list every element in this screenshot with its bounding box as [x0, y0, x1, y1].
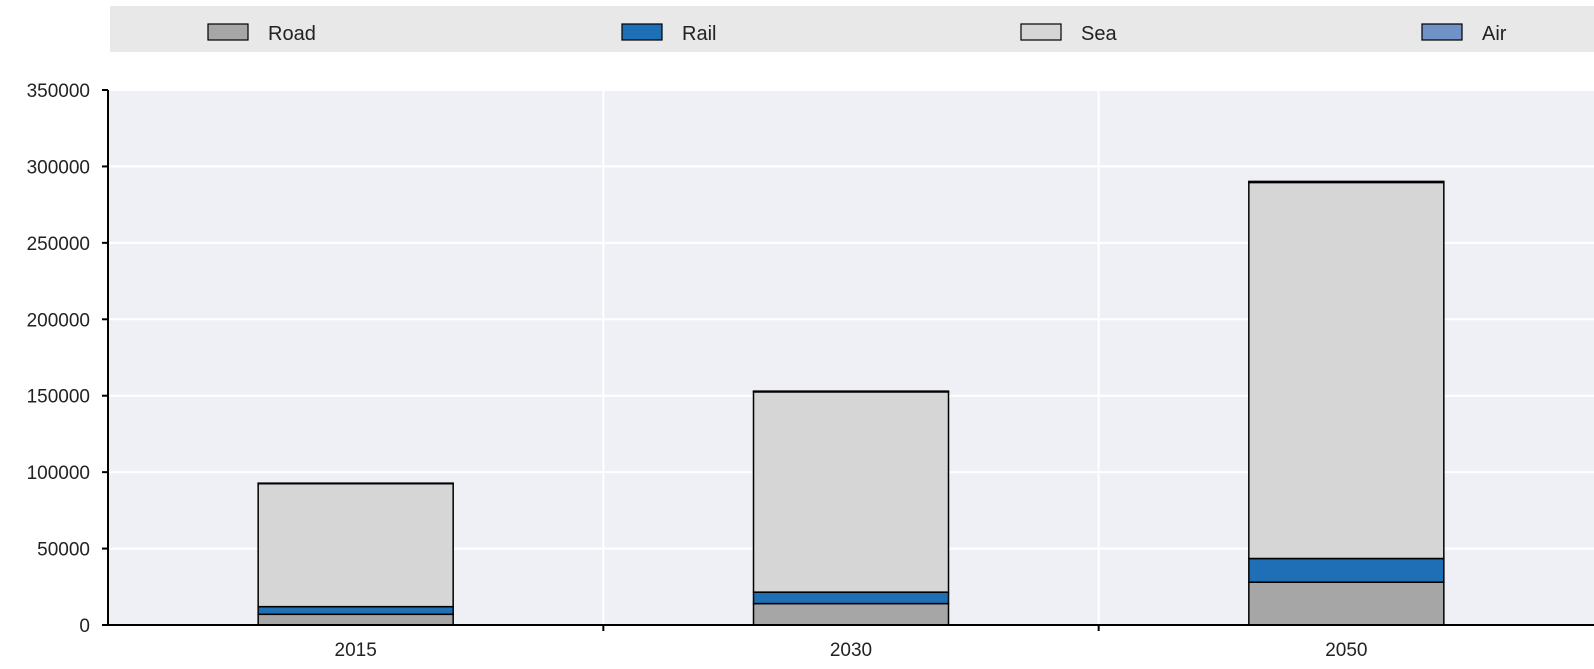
legend-swatch-road [207, 23, 249, 41]
legend-label-road: Road [268, 23, 316, 45]
y-tick-label: 0 [79, 616, 90, 637]
x-axis-ticks: 2015 2030 2050 [335, 640, 1368, 661]
bar-air-2015 [257, 482, 454, 485]
legend-swatch-rail [621, 23, 663, 41]
legend-background [110, 6, 1594, 52]
x-tick-label: 2015 [335, 640, 377, 661]
legend-swatch-air [1421, 23, 1463, 41]
bars [257, 180, 1445, 626]
y-axis-ticks: 0 50000 100000 150000 200000 250000 300000 3500… [27, 81, 90, 637]
axes [102, 89, 1594, 631]
y-tick-label: 100000 [27, 463, 90, 484]
legend-swatch-sea [1020, 23, 1062, 41]
bar-road-2030 [752, 602, 950, 626]
bar-sea-2050 [1248, 181, 1445, 560]
bar-air-2030 [752, 390, 950, 393]
bar-road-2015 [257, 613, 454, 626]
bar-sea-2030 [752, 391, 950, 593]
legend-label-rail: Rail [682, 23, 716, 45]
bar-road-2050 [1248, 581, 1445, 626]
y-tick-label: 250000 [27, 234, 90, 255]
y-tick-label: 150000 [27, 387, 90, 408]
legend: Road Rail Sea Air [207, 23, 1507, 45]
bar-rail-2050 [1248, 557, 1445, 583]
bar-rail-2015 [257, 605, 454, 616]
y-tick-label: 350000 [27, 81, 90, 102]
y-tick-label: 50000 [37, 540, 90, 561]
bar-sea-2015 [257, 482, 454, 608]
x-tick-label: 2030 [830, 640, 872, 661]
legend-label-air: Air [1482, 23, 1507, 45]
bar-air-2050 [1248, 180, 1445, 184]
y-tick-label: 200000 [27, 310, 90, 331]
legend-label-sea: Sea [1081, 23, 1117, 45]
bar-rail-2030 [752, 591, 950, 605]
y-tick-label: 300000 [27, 157, 90, 178]
x-tick-label: 2050 [1325, 640, 1367, 661]
